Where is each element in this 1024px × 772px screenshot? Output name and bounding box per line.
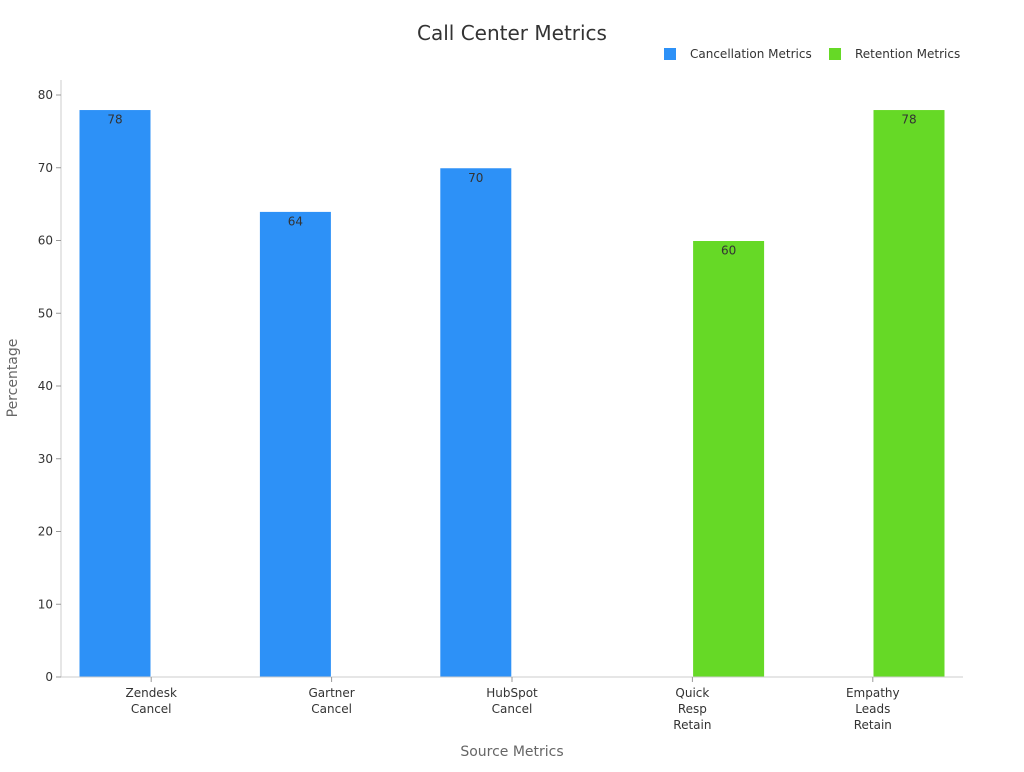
y-tick-label: 80 [38,88,53,102]
x-tick-label: Quick Resp Retain [673,686,711,732]
legend-label: Cancellation Metrics [690,47,812,61]
bar[interactable] [872,109,946,678]
x-tick-label-line: HubSpot [486,686,538,700]
bar[interactable] [78,109,152,678]
data-labels: 78 64 70 60 78 [107,113,916,258]
x-tick-label-line: Cancel [492,702,533,716]
x-tick-label-line: Gartner [308,686,354,700]
y-axis-ticks: 0 10 20 30 40 50 60 70 80 [38,88,61,684]
x-tick-label-line: Empathy [846,686,900,700]
x-axis-title: Source Metrics [460,744,563,760]
x-tick-label-line: Retain [673,718,711,732]
x-tick-label-line: Retain [854,718,892,732]
x-tick-label-line: Resp [678,702,707,716]
bar-value-label: 64 [288,214,303,228]
bar-value-label: 78 [901,113,916,127]
chart-title: Call Center Metrics [417,21,607,45]
bar-value-label: 70 [468,171,483,185]
legend-swatch [829,48,841,60]
x-tick-label: Gartner Cancel [308,686,354,716]
y-tick-label: 0 [45,670,53,684]
bar-value-label: 78 [107,113,122,127]
y-tick-label: 20 [38,525,53,539]
x-tick-label: HubSpot Cancel [486,686,538,716]
x-tick-label: Empathy Leads Retain [846,686,900,732]
legend-swatch [664,48,676,60]
x-tick-label-line: Quick [675,686,709,700]
bar-value-label: 60 [721,244,736,258]
x-tick-label-line: Cancel [311,702,352,716]
x-tick-label-line: Cancel [131,702,172,716]
plot-area: 78 64 70 60 78 0 10 20 30 40 50 60 70 80 Zendesk Canc… [38,80,963,732]
bar[interactable] [692,240,766,678]
y-tick-label: 50 [38,306,53,320]
x-axis-ticks: Zendesk Cancel Gartner Cancel HubSpot Cancel Q… [125,677,900,732]
y-tick-label: 70 [38,161,53,175]
x-tick-label: Zendesk Cancel [125,686,176,716]
legend-label: Retention Metrics [855,47,960,61]
bar[interactable] [439,167,513,678]
bar[interactable] [258,210,332,678]
legend: Cancellation Metrics Retention Metrics [664,47,960,61]
y-tick-label: 40 [38,379,53,393]
bars [78,109,946,678]
y-tick-label: 60 [38,234,53,248]
x-tick-label-line: Zendesk [125,686,176,700]
y-tick-label: 30 [38,452,53,466]
x-tick-label-line: Leads [855,702,890,716]
y-tick-label: 10 [38,597,53,611]
y-axis-title: Percentage [5,339,21,418]
